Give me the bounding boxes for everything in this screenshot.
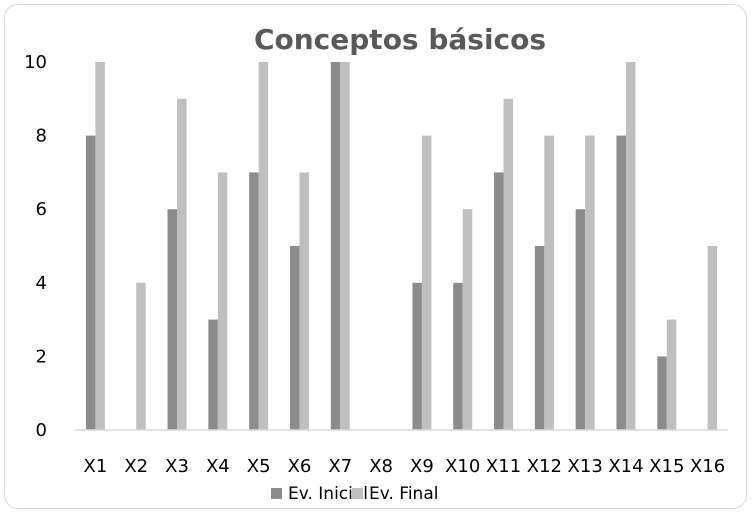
bar-ev-inicial-x9 [412, 282, 422, 430]
bar-ev-inicial-x3 [167, 209, 178, 430]
y-tick-label: 2 [36, 346, 47, 367]
x-tick-label: X1 [84, 456, 108, 477]
y-tick-label: 8 [36, 126, 47, 147]
x-tick-label: X8 [369, 456, 393, 477]
bar-ev-final-x11 [503, 98, 514, 431]
x-tick-label: X3 [165, 456, 189, 477]
bar-ev-inicial-x11 [494, 172, 504, 430]
bar-ev-final-x1 [95, 62, 105, 430]
bar-ev-final-x10 [462, 209, 473, 430]
bar-ev-final-x4 [217, 172, 228, 430]
x-tick-label: X5 [247, 456, 271, 477]
x-tick-label: X16 [690, 456, 725, 477]
x-axis-ticks: X1 X2 X3 X4 X5 X6 X7 X8 X9 X10 X11 X12 X13 X14 X15 X16 [84, 456, 726, 477]
bar-ev-final-x13 [585, 135, 595, 430]
x-tick-label: X2 [124, 456, 148, 477]
legend-swatch [271, 488, 282, 499]
bar-ev-final-x2 [136, 282, 146, 430]
x-tick-label: X14 [608, 456, 643, 477]
y-tick-label: 4 [36, 273, 47, 294]
x-tick-label: X7 [328, 456, 352, 477]
bar-ev-inicial-x1 [85, 135, 96, 430]
x-tick-label: X9 [410, 456, 434, 477]
bar-ev-inicial-x15 [657, 356, 667, 430]
bar-ev-inicial-x4 [208, 319, 218, 430]
x-tick-label: X11 [486, 456, 521, 477]
bar-ev-final-x6 [299, 172, 309, 430]
bar-ev-final-x16 [707, 246, 718, 430]
bar-ev-final-x9 [421, 135, 432, 430]
legend-label: Ev. Inicial [288, 484, 368, 504]
bar-ev-final-x7 [340, 62, 350, 430]
chart-title: Conceptos básicos [254, 23, 546, 56]
x-tick-label: X13 [568, 456, 603, 477]
bar-ev-final-x15 [666, 319, 677, 430]
legend-swatch [352, 488, 363, 499]
bar-ev-inicial-x5 [249, 172, 259, 430]
y-tick-label: 6 [36, 199, 47, 220]
x-tick-label: X4 [206, 456, 230, 477]
legend-label: Ev. Final [369, 484, 438, 504]
x-tick-label: X6 [288, 456, 312, 477]
bar-ev-final-x3 [177, 98, 187, 431]
y-axis-ticks: 0 2 4 6 8 10 [24, 52, 47, 441]
y-tick-label: 10 [24, 52, 47, 73]
legend: Ev. Inicial Ev. Final [271, 484, 438, 504]
bar-ev-final-x14 [625, 62, 636, 430]
bar-ev-inicial-x12 [534, 246, 545, 430]
x-tick-label: X12 [527, 456, 562, 477]
y-tick-label: 0 [36, 420, 47, 441]
bar-ev-final-x5 [258, 62, 269, 430]
bars [85, 62, 718, 431]
bar-ev-final-x12 [544, 135, 554, 430]
bar-ev-inicial-x10 [453, 282, 463, 430]
bar-ev-inicial-x7 [330, 62, 341, 430]
bar-ev-inicial-x14 [616, 135, 626, 430]
bar-ev-inicial-x13 [575, 209, 586, 430]
bar-ev-inicial-x6 [289, 246, 300, 430]
x-tick-label: X15 [649, 456, 684, 477]
x-tick-label: X10 [445, 456, 480, 477]
